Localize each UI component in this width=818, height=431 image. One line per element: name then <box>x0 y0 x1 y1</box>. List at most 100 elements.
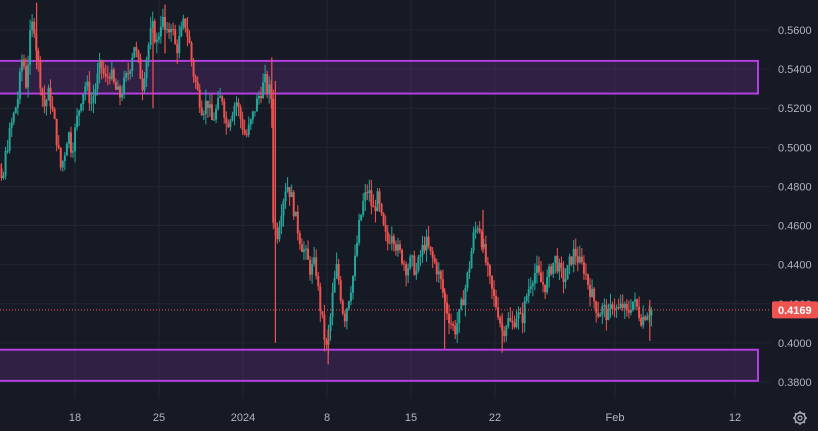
candle-body <box>341 300 344 314</box>
x-axis[interactable]: 18 25 2024 8 15 22 Feb 12 <box>69 412 741 424</box>
candle-body <box>478 228 481 232</box>
candle-body <box>188 36 191 43</box>
candle-body <box>474 229 477 233</box>
candle-body <box>249 119 252 125</box>
candle-body <box>580 256 583 262</box>
candle-body <box>25 66 28 88</box>
candle-body <box>337 264 340 281</box>
candle-body <box>433 257 436 263</box>
candle-body <box>194 76 197 82</box>
candle-body <box>505 326 508 337</box>
candle-body <box>241 118 244 130</box>
candle-body <box>100 60 103 69</box>
x-tick-label: 15 <box>405 412 417 424</box>
x-tick-label: Feb <box>606 412 625 424</box>
candle-body <box>206 100 209 108</box>
candle-body <box>419 254 422 257</box>
candle-body <box>552 262 555 274</box>
candle-body <box>405 264 408 276</box>
candle-body <box>366 192 369 194</box>
candle-body <box>237 102 240 108</box>
x-tick-label: 25 <box>153 412 165 424</box>
candle-body <box>354 255 357 277</box>
candle-body <box>110 69 113 79</box>
candle-body <box>625 303 628 311</box>
candle-body <box>333 277 336 293</box>
candle-body <box>386 231 389 243</box>
candle-body <box>384 224 387 232</box>
candle-body <box>597 312 600 317</box>
candle-body <box>533 272 536 284</box>
candle-body <box>546 276 549 293</box>
candle-body <box>116 86 119 90</box>
candle-body <box>640 317 643 326</box>
candle-body <box>349 292 352 302</box>
candle-body <box>182 18 185 27</box>
candle-body <box>362 200 365 215</box>
candle-body <box>417 256 420 271</box>
candle-body <box>61 161 64 168</box>
candle-body <box>392 236 395 245</box>
candle-body <box>503 331 506 337</box>
candle-body <box>486 262 489 266</box>
candle-body <box>4 150 7 176</box>
candle-body <box>511 320 514 323</box>
last-price-label: 0.4169 <box>778 305 812 317</box>
candle-body <box>564 279 567 282</box>
candle-body <box>611 304 614 309</box>
price-tag: 0.4169 <box>772 301 818 319</box>
candle-body <box>200 107 203 116</box>
candle-body <box>317 276 320 287</box>
candle-body <box>172 28 175 30</box>
candle-body <box>509 318 512 321</box>
candle-body <box>33 21 36 34</box>
candle-body <box>307 248 310 260</box>
x-tick-label: 18 <box>69 412 81 424</box>
support-zone[interactable] <box>0 348 759 382</box>
x-tick-label: 22 <box>489 412 501 424</box>
candle-body <box>231 115 234 121</box>
settings-button[interactable] <box>793 411 807 425</box>
candle-body <box>376 191 379 212</box>
candle-body <box>57 145 60 148</box>
candle-body <box>69 132 72 153</box>
y-tick-label: 0.5200 <box>778 103 812 115</box>
candle-body <box>472 232 475 252</box>
candle-body <box>642 316 645 326</box>
candle-body <box>403 263 406 265</box>
candle-body <box>290 192 293 198</box>
candle-body <box>198 89 201 108</box>
candle-body <box>190 42 193 61</box>
candle-body <box>90 102 93 104</box>
grid <box>0 0 770 398</box>
candle-body <box>439 271 442 280</box>
candle-body <box>288 187 291 198</box>
gear-icon[interactable] <box>793 411 807 425</box>
y-tick-label: 0.4600 <box>778 221 812 233</box>
candle-body <box>531 283 534 287</box>
candle-body <box>627 310 630 313</box>
candle-body <box>266 74 269 94</box>
candle-body <box>104 73 107 77</box>
candle-body <box>108 76 111 79</box>
candle-body <box>161 17 164 27</box>
candle-body <box>458 309 461 323</box>
candle-body <box>578 256 581 263</box>
candle-body <box>441 279 444 293</box>
candle-body <box>466 272 469 288</box>
candle-body <box>221 96 224 102</box>
candle-body <box>609 304 612 310</box>
candle-body <box>380 203 383 214</box>
candle-body <box>88 81 91 104</box>
candle-body <box>12 113 15 123</box>
candle-body <box>65 143 68 156</box>
candle-body <box>407 268 410 276</box>
candle-body <box>129 70 132 74</box>
candle-body <box>51 106 54 110</box>
candle-body <box>450 323 453 325</box>
candle-body <box>127 73 130 75</box>
candle-body <box>22 59 25 67</box>
